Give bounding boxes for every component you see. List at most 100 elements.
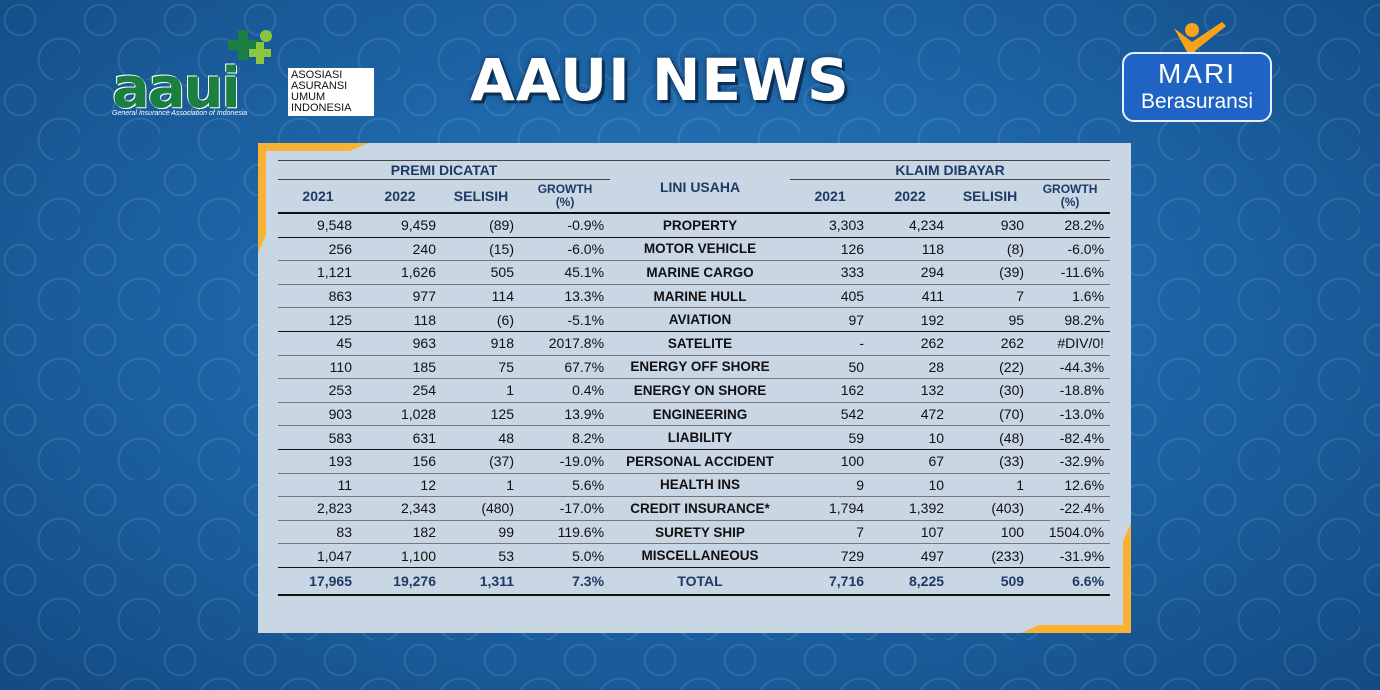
table-panel: PREMI DICATAT LINI USAHA KLAIM DIBAYAR 2… <box>258 143 1131 633</box>
value-cell: 1,626 <box>358 260 442 285</box>
value-cell: 262 <box>950 331 1031 356</box>
table-row: 2,823 2,343 (480) -17.0% CREDIT INSURANCE* 1,… <box>278 496 1111 521</box>
value-cell: 542 <box>790 402 871 427</box>
value-cell: 67 <box>870 449 951 474</box>
value-cell: 294 <box>870 260 951 285</box>
value-cell: (37) <box>442 449 520 474</box>
col-klaim-2022: 2022 <box>870 179 951 214</box>
value-cell: 7 <box>790 520 871 545</box>
value-cell: 67.7% <box>520 355 611 380</box>
value-cell: 1 <box>442 378 520 403</box>
col-klaim-2021: 2021 <box>790 179 871 214</box>
total-value-cell: 7,716 <box>790 567 871 596</box>
value-cell: 193 <box>278 449 358 474</box>
value-cell: 11 <box>278 473 358 498</box>
value-cell: 497 <box>870 543 951 568</box>
value-cell: (233) <box>950 543 1031 568</box>
value-cell: 75 <box>442 355 520 380</box>
line-of-business-cell: SURETY SHIP <box>610 520 791 545</box>
aaui-cross-icon <box>228 30 272 64</box>
value-cell: 918 <box>442 331 520 356</box>
value-cell: -44.3% <box>1030 355 1111 380</box>
value-cell: -19.0% <box>520 449 611 474</box>
org-line: UMUM <box>291 91 326 103</box>
premium-claims-table: PREMI DICATAT LINI USAHA KLAIM DIBAYAR 2… <box>278 160 1111 596</box>
value-cell: 95 <box>950 307 1031 332</box>
growth-label: GROWTH <box>1042 182 1098 196</box>
value-cell: 100 <box>950 520 1031 545</box>
value-cell: 13.3% <box>520 284 611 309</box>
value-cell: -17.0% <box>520 496 611 521</box>
value-cell: -31.9% <box>1030 543 1111 568</box>
mari-text: MARI <box>1158 58 1236 89</box>
value-cell: 0.4% <box>520 378 611 403</box>
col-premi-2021: 2021 <box>278 179 358 214</box>
aaui-subtitle: General Insurance Association of Indones… <box>112 110 248 117</box>
line-of-business-cell: CREDIT INSURANCE* <box>610 496 791 521</box>
org-line: ASOSIASI <box>291 69 343 81</box>
value-cell: 1,100 <box>358 543 442 568</box>
total-value-cell: 509 <box>950 567 1031 596</box>
value-cell: 631 <box>358 425 442 450</box>
org-line: INDONESIA <box>291 102 352 114</box>
value-cell: -6.0% <box>1030 237 1111 262</box>
line-of-business-cell: LIABILITY <box>610 425 791 450</box>
value-cell: 256 <box>278 237 358 262</box>
value-cell: 59 <box>790 425 871 450</box>
value-cell: 50 <box>790 355 871 380</box>
table-row: 110 185 75 67.7% ENERGY OFF SHORE 50 28 (22) -44… <box>278 355 1111 380</box>
value-cell: 45 <box>278 331 358 356</box>
value-cell: 583 <box>278 425 358 450</box>
value-cell: 182 <box>358 520 442 545</box>
table-row: 45 963 918 2017.8% SATELITE -262 262 #DIV/0! <box>278 331 1111 356</box>
value-cell: (480) <box>442 496 520 521</box>
line-of-business-cell: AVIATION <box>610 307 791 332</box>
aaui-org-name: ASOSIASI ASURANSI UMUM INDONESIA <box>288 68 374 116</box>
page-title: AAUI NEWS <box>470 46 850 114</box>
total-row: 17,965 19,276 1,311 7.3% TOTAL 7,716 8,225 509 6… <box>278 567 1111 596</box>
value-cell: (403) <box>950 496 1031 521</box>
total-value-cell: 8,225 <box>870 567 951 596</box>
value-cell: - <box>790 331 871 356</box>
line-of-business-cell: PERSONAL ACCIDENT <box>610 449 791 474</box>
value-cell: 1.6% <box>1030 284 1111 309</box>
group-header-lini: LINI USAHA <box>610 160 791 214</box>
value-cell: 45.1% <box>520 260 611 285</box>
value-cell: 114 <box>442 284 520 309</box>
value-cell: 156 <box>358 449 442 474</box>
value-cell: 333 <box>790 260 871 285</box>
value-cell: -22.4% <box>1030 496 1111 521</box>
value-cell: -32.9% <box>1030 449 1111 474</box>
value-cell: 254 <box>358 378 442 403</box>
value-cell: 505 <box>442 260 520 285</box>
berasuransi-text: Berasuransi <box>1140 90 1254 113</box>
value-cell: 162 <box>790 378 871 403</box>
table-row: 125 118 (6) -5.1% AVIATION 97 192 95 98.2% <box>278 307 1111 332</box>
value-cell: 107 <box>870 520 951 545</box>
value-cell: 118 <box>870 237 951 262</box>
value-cell: 2,823 <box>278 496 358 521</box>
value-cell: (6) <box>442 307 520 332</box>
col-klaim-selisih: SELISIH <box>950 179 1031 214</box>
value-cell: 12 <box>358 473 442 498</box>
line-of-business-cell: ENERGY ON SHORE <box>610 378 791 403</box>
value-cell: 2,343 <box>358 496 442 521</box>
value-cell: 472 <box>870 402 951 427</box>
value-cell: (33) <box>950 449 1031 474</box>
value-cell: 97 <box>790 307 871 332</box>
line-of-business-cell: ENGINEERING <box>610 402 791 427</box>
growth-unit: (%) <box>555 195 575 209</box>
table-row: 11 12 1 5.6% HEALTH INS 9 10 1 12.6% <box>278 473 1111 498</box>
value-cell: 9 <box>790 473 871 498</box>
value-cell: 53 <box>442 543 520 568</box>
value-cell: -82.4% <box>1030 425 1111 450</box>
table-row: 1,121 1,626 505 45.1% MARINE CARGO 333 294 (39)… <box>278 260 1111 285</box>
table-row: 83 182 99 119.6% SURETY SHIP 7 107 100 1504.0% <box>278 520 1111 545</box>
line-of-business-cell: ENERGY OFF SHORE <box>610 355 791 380</box>
value-cell: 5.6% <box>520 473 611 498</box>
value-cell: 1,392 <box>870 496 951 521</box>
value-cell: 132 <box>870 378 951 403</box>
value-cell: 977 <box>358 284 442 309</box>
value-cell: 83 <box>278 520 358 545</box>
aaui-logo: aaui General Insurance Association of In… <box>108 28 374 123</box>
